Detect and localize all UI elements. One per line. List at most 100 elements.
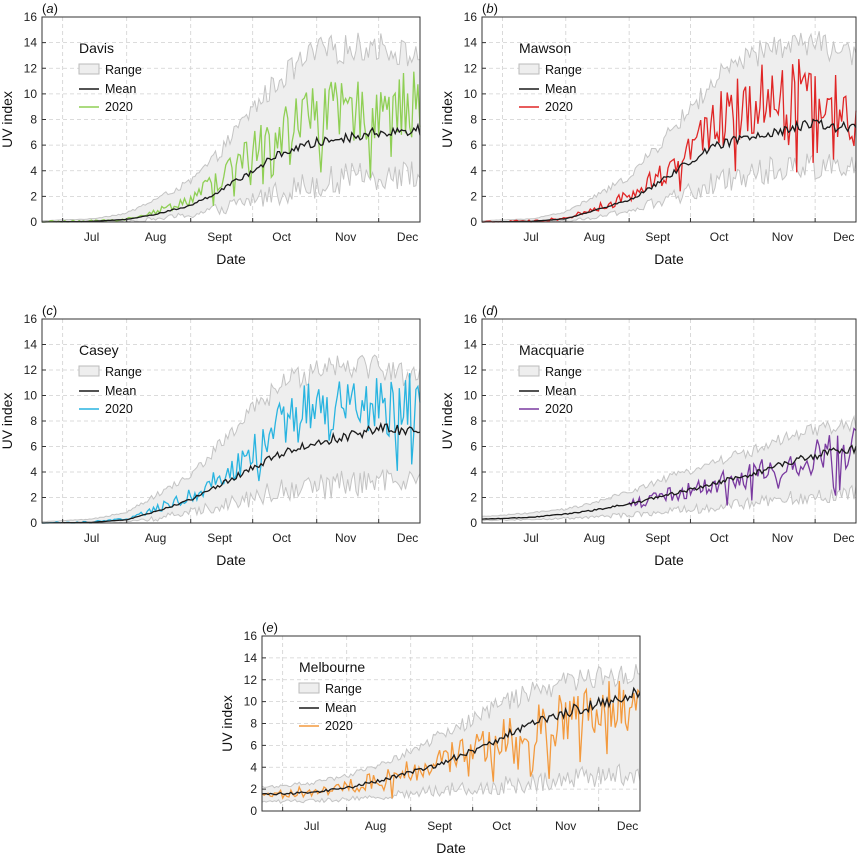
- mean-line: [482, 118, 857, 223]
- x-tick-label: Oct: [492, 819, 511, 833]
- x-tick-label: Sept: [207, 230, 232, 244]
- x-tick-label: Jul: [523, 531, 538, 545]
- range-band: [482, 416, 856, 521]
- x-tick-label: Dec: [617, 819, 638, 833]
- legend-swatch-range: [298, 682, 320, 694]
- legend-label-mean: Mean: [545, 82, 576, 96]
- y-tick-label: 14: [24, 36, 38, 50]
- y-axis-title: UV index: [439, 91, 455, 148]
- x-tick-label: Jul: [304, 819, 319, 833]
- x-tick-label: Oct: [272, 531, 291, 545]
- x-tick-label: Jul: [84, 230, 99, 244]
- y-tick-label: 0: [250, 804, 257, 818]
- y-tick-label: 0: [470, 516, 477, 530]
- legend-swatch-range: [518, 63, 540, 75]
- x-tick-label: Oct: [272, 230, 291, 244]
- y-tick-label: 16: [24, 10, 38, 24]
- x-tick-label: Sept: [645, 531, 670, 545]
- y-tick-label: 2: [30, 491, 37, 505]
- range-lower-edge: [481, 484, 857, 522]
- panel-label: (c): [42, 303, 57, 318]
- station-name: Macquarie: [519, 342, 585, 358]
- mean-line: [261, 686, 641, 796]
- x-tick-label: Dec: [397, 230, 418, 244]
- legend-label-mean: Mean: [105, 384, 136, 398]
- legend-label-range: Range: [545, 63, 582, 77]
- legend-label-2020: 2020: [105, 402, 133, 416]
- y-tick-label: 6: [470, 440, 477, 454]
- x-tick-label: Dec: [833, 230, 854, 244]
- y-tick-label: 6: [30, 138, 37, 152]
- mean-line: [42, 122, 421, 223]
- y-tick-label: 4: [30, 465, 37, 479]
- station-name: Melbourne: [299, 659, 365, 675]
- y-tick-label: 10: [464, 389, 478, 403]
- range-upper-edge: [261, 664, 641, 789]
- y-tick-label: 16: [244, 629, 258, 643]
- y-tick-label: 14: [464, 338, 478, 352]
- legend-label-2020: 2020: [545, 402, 573, 416]
- y-tick-label: 6: [250, 738, 257, 752]
- x-axis-title: Date: [654, 552, 684, 568]
- panel-label: (a): [42, 1, 58, 16]
- x-tick-label: Aug: [584, 531, 605, 545]
- y-tick-label: 14: [464, 36, 478, 50]
- x-tick-label: Aug: [145, 531, 166, 545]
- x-tick-label: Aug: [145, 230, 166, 244]
- y-tick-label: 6: [30, 440, 37, 454]
- x-tick-label: Nov: [772, 531, 793, 545]
- x-tick-label: Nov: [772, 230, 793, 244]
- x-tick-label: Jul: [84, 531, 99, 545]
- range-band: [482, 31, 856, 222]
- y-tick-label: 16: [24, 312, 38, 326]
- panel-label: (d): [482, 303, 498, 318]
- y-tick-label: 12: [464, 363, 478, 377]
- legend-swatch-range: [78, 365, 100, 377]
- panel-label: (b): [482, 1, 498, 16]
- x-axis-title: Date: [216, 251, 246, 267]
- y-axis-title: UV index: [219, 695, 235, 752]
- y-axis-title: UV index: [439, 393, 455, 450]
- y-tick-label: 8: [250, 717, 257, 731]
- legend-swatch-range: [78, 63, 100, 75]
- x-tick-label: Dec: [397, 531, 418, 545]
- x-axis-title: Date: [216, 552, 246, 568]
- y-tick-label: 2: [30, 189, 37, 203]
- station-name: Davis: [79, 40, 114, 56]
- x-tick-label: Aug: [584, 230, 605, 244]
- range-band: [42, 355, 420, 523]
- legend-label-range: Range: [105, 63, 142, 77]
- x-axis-title: Date: [436, 840, 466, 854]
- x-tick-label: Sept: [427, 819, 452, 833]
- y-axis-title: UV index: [0, 393, 15, 450]
- y-tick-label: 10: [244, 695, 258, 709]
- panel-label: (e): [262, 620, 278, 635]
- y-tick-label: 12: [244, 673, 258, 687]
- legend-label-range: Range: [105, 365, 142, 379]
- range-band: [42, 32, 420, 222]
- y-tick-label: 4: [470, 164, 477, 178]
- y-tick-label: 10: [24, 389, 38, 403]
- legend-label-2020: 2020: [545, 100, 573, 114]
- legend-label-2020: 2020: [105, 100, 133, 114]
- y-tick-label: 8: [470, 113, 477, 127]
- y-tick-label: 16: [464, 312, 478, 326]
- x-tick-label: Jul: [523, 230, 538, 244]
- y-tick-label: 4: [30, 164, 37, 178]
- x-axis-title: Date: [654, 251, 684, 267]
- chart-panel-3: 0 2 4 6 8 10 12 14 16 Jul Aug Sept Oct Nov Dec Date UV i…: [0, 303, 421, 568]
- y-tick-label: 4: [470, 465, 477, 479]
- station-name: Mawson: [519, 40, 571, 56]
- legend-label-mean: Mean: [105, 82, 136, 96]
- y-tick-label: 10: [464, 87, 478, 101]
- x-tick-label: Sept: [207, 531, 232, 545]
- y-tick-label: 12: [24, 61, 38, 75]
- legend-label-2020: 2020: [325, 719, 353, 733]
- y-tick-label: 4: [250, 760, 257, 774]
- x-tick-label: Nov: [335, 230, 356, 244]
- y-tick-label: 2: [470, 189, 477, 203]
- chart-panel-1: 0 2 4 6 8 10 12 14 16 Jul Aug Sept Oct Nov Dec Date UV i…: [0, 1, 421, 267]
- chart-panel-2: 0 2 4 6 8 10 12 14 16 Jul Aug Sept Oct Nov Dec Date UV i…: [439, 1, 857, 267]
- y-tick-label: 0: [30, 215, 37, 229]
